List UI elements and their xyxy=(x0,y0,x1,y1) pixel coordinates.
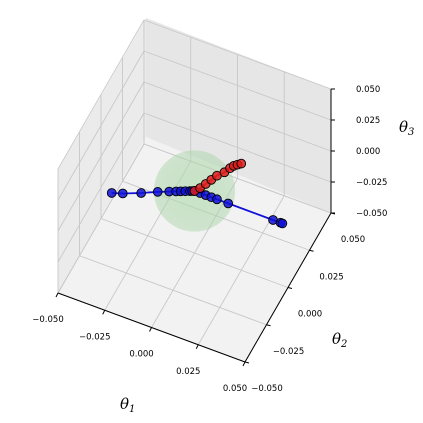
y-tick xyxy=(287,287,293,289)
y-tick xyxy=(330,212,336,215)
y-tick xyxy=(244,361,250,364)
z-axis-label-symbol: θ xyxy=(399,118,408,136)
y-axis-label: θ2 xyxy=(332,330,347,350)
x-tick xyxy=(149,327,152,332)
x-axis-label: θ1 xyxy=(120,395,135,415)
x-tick xyxy=(195,344,199,349)
series-0-point xyxy=(136,188,147,198)
y-tick xyxy=(309,249,314,252)
z-axis-label-subscript: 3 xyxy=(408,127,414,138)
y-tick-label: 0.050 xyxy=(341,235,365,245)
x-tick-label: 0.000 xyxy=(129,350,153,360)
grid-line-left-z xyxy=(57,19,145,170)
series-0-point xyxy=(106,188,117,198)
x-tick xyxy=(242,361,246,367)
y-axis-label-subscript: 2 xyxy=(340,339,347,350)
y-tick-label: 0.025 xyxy=(319,272,343,282)
back-wall-pane xyxy=(146,18,331,213)
y-tick-label: −0.050 xyxy=(251,384,282,394)
series-0-point xyxy=(223,198,234,209)
x-tick xyxy=(55,292,59,298)
z-tick-label: −0.025 xyxy=(356,178,387,188)
series-1-point xyxy=(236,158,247,169)
y-tick xyxy=(266,324,271,327)
axis-tick-labels: −0.050 −0.050 −0.050 −0.025 −0.025 −0.025 0.00… xyxy=(32,85,387,394)
z-tick-label: 0.025 xyxy=(356,116,380,126)
series-0-point xyxy=(277,218,288,229)
x-tick-label: −0.025 xyxy=(79,332,110,342)
z-tick-label: −0.050 xyxy=(356,209,387,219)
grid-line-floor-y xyxy=(100,218,289,288)
y-tick-label: 0.000 xyxy=(298,310,322,320)
axis-ticks xyxy=(55,88,336,367)
series-0-point xyxy=(212,194,222,205)
x-tick-label: −0.050 xyxy=(32,315,63,325)
x-tick-label: 0.025 xyxy=(176,367,200,377)
z-axis-label: θ3 xyxy=(399,118,414,138)
z-tick-label: 0.050 xyxy=(356,85,380,95)
x-axis-label-subscript: 1 xyxy=(129,404,135,415)
series-0-point xyxy=(152,187,163,197)
grid-line-back-z xyxy=(143,19,332,90)
y-axis-label-symbol: θ xyxy=(332,330,341,348)
x-tick xyxy=(102,310,106,315)
grid-line-back-z xyxy=(143,81,332,152)
y-tick-label: −0.025 xyxy=(273,347,304,357)
axis-labels: θ1 θ2 θ3 xyxy=(120,118,414,415)
series-0-point xyxy=(117,188,128,199)
x-axis-label-symbol: θ xyxy=(120,395,129,413)
series-points xyxy=(106,158,288,229)
grid-line-left-z xyxy=(57,81,145,232)
grid-line-back-z xyxy=(143,50,332,121)
z-tick-label: 0.000 xyxy=(356,147,380,157)
x-tick-label: 0.050 xyxy=(223,384,247,394)
grid-line-left-z xyxy=(57,50,145,201)
